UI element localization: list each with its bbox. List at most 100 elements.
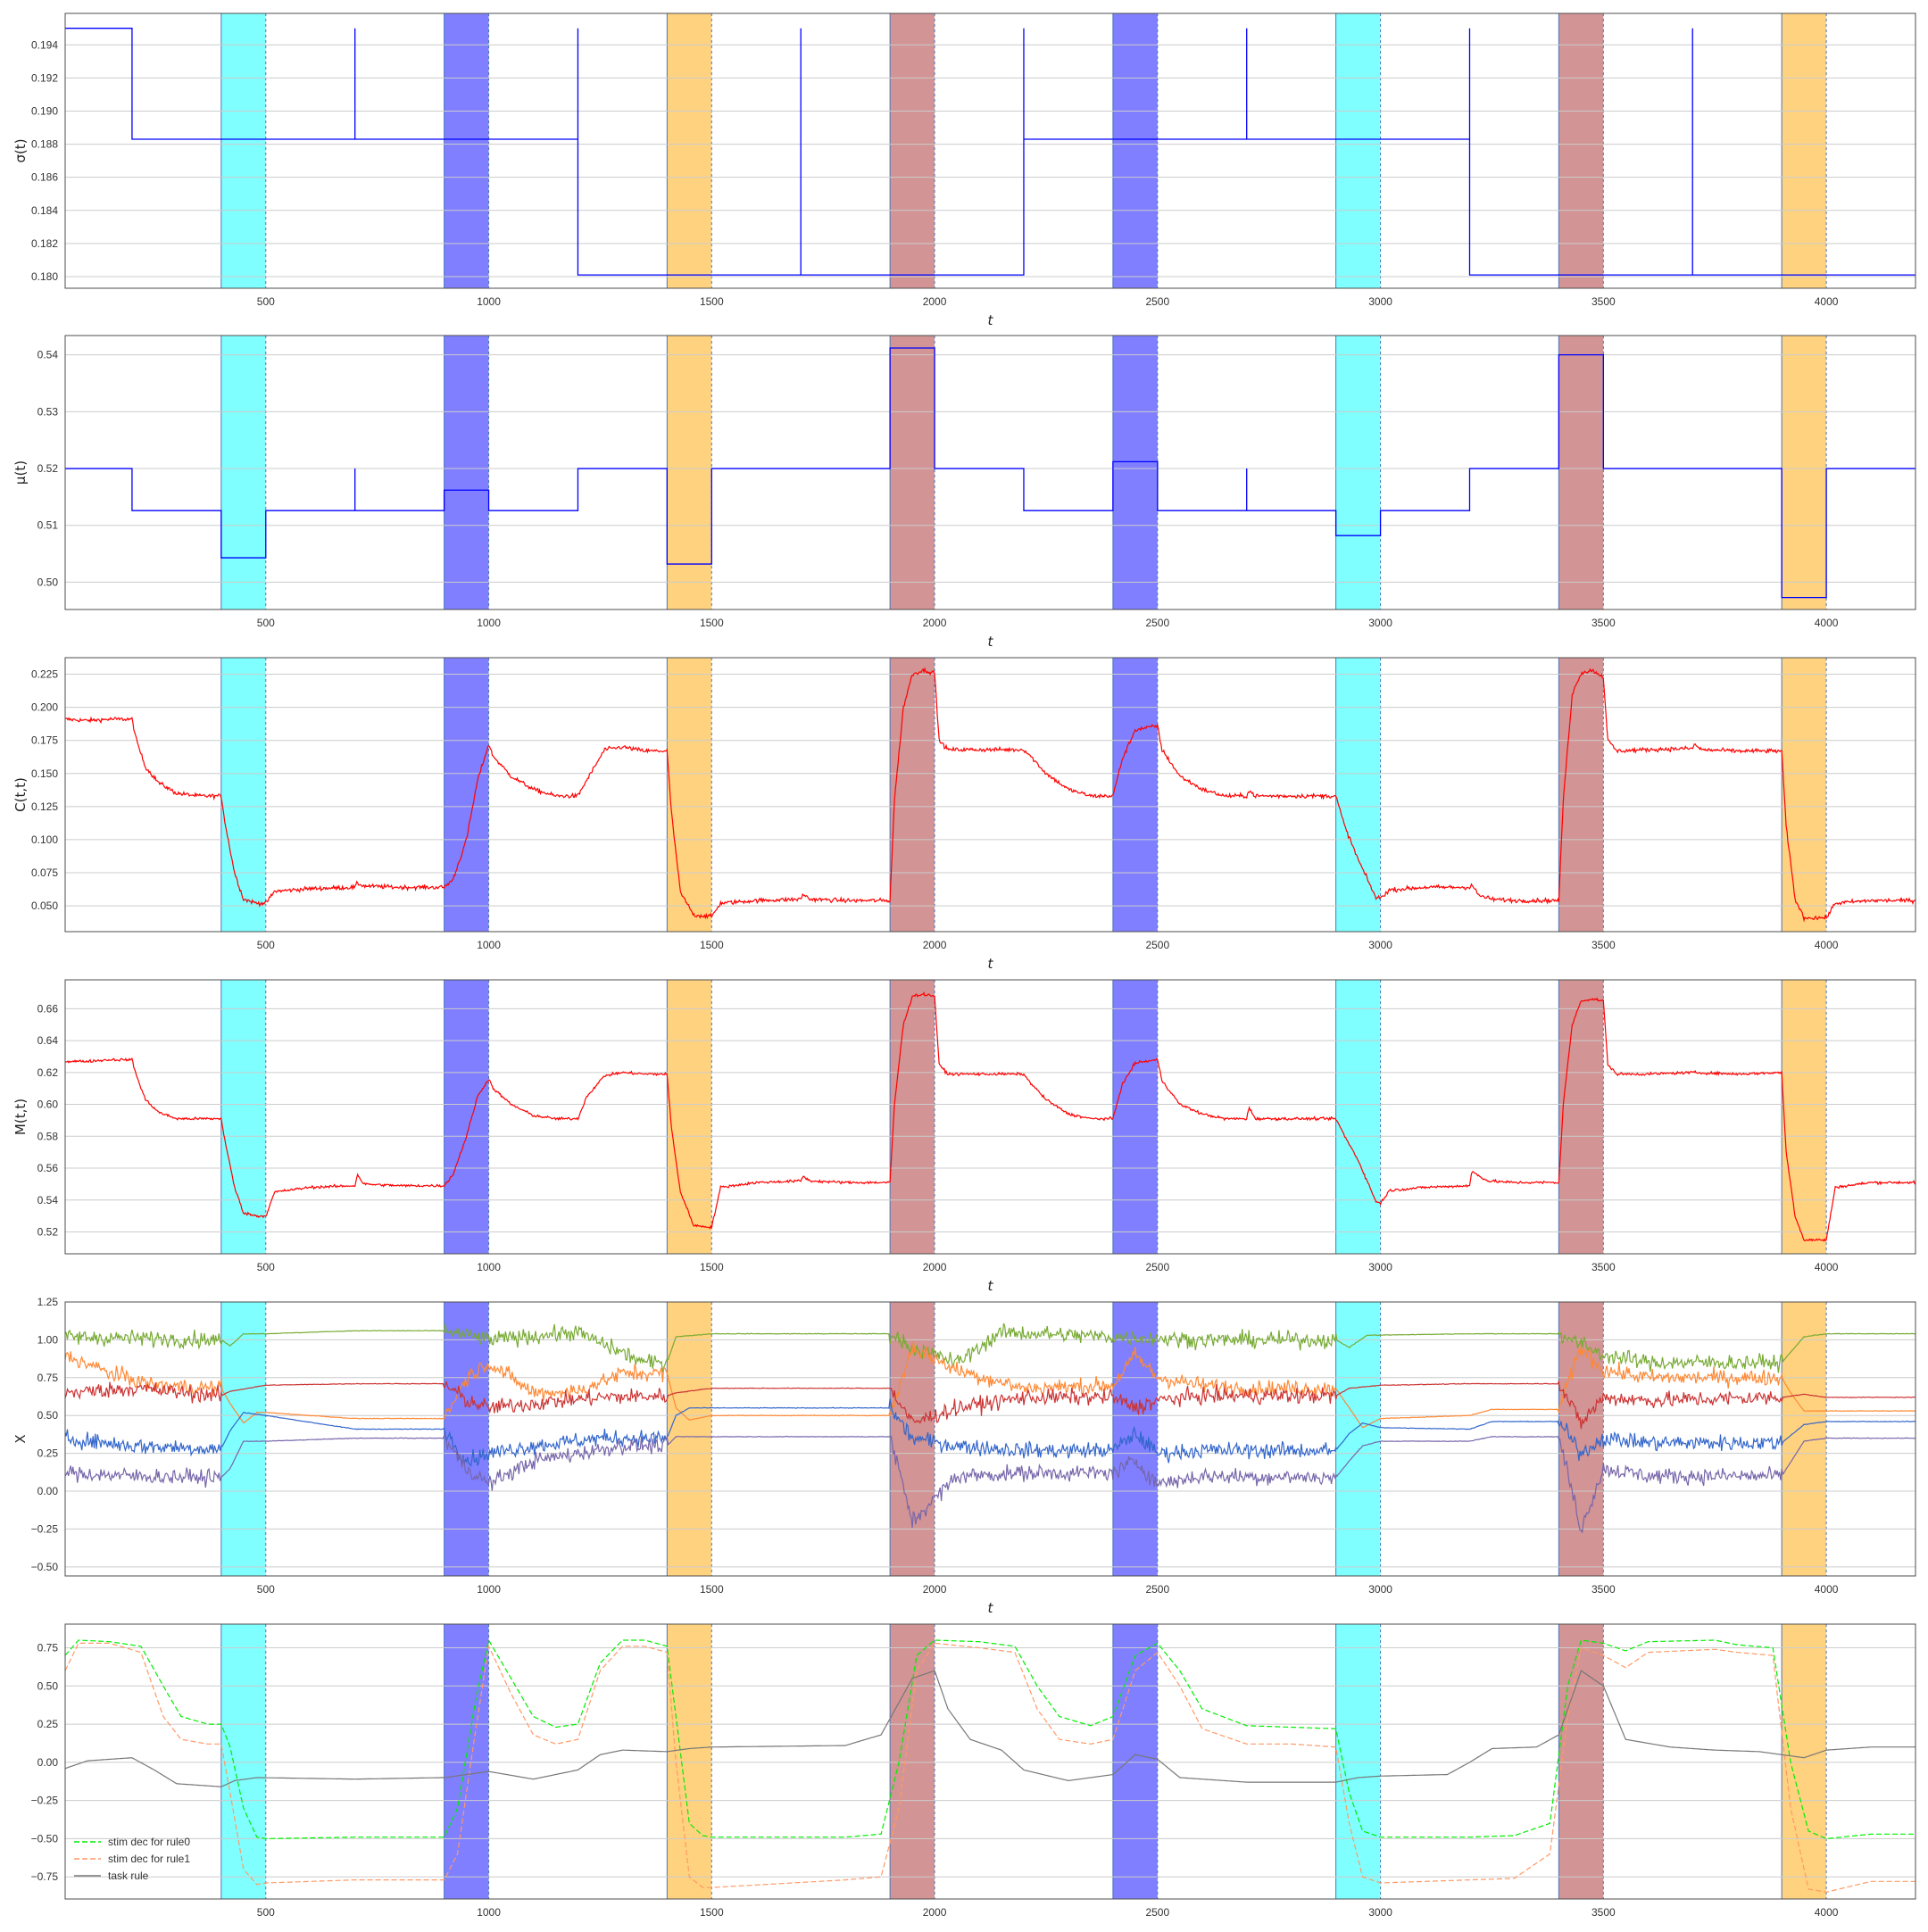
y-tick-label: −0.50 (31, 1561, 59, 1573)
x-tick-label: 4000 (1815, 1583, 1839, 1596)
legend-entry: stim dec for rule1 (108, 1853, 190, 1865)
x-axis-label: t (988, 1600, 994, 1616)
plot-frame (64, 1623, 1916, 1900)
y-tick-label: 0.182 (31, 237, 58, 250)
y-tick-label: 0.53 (37, 405, 59, 418)
y-axis-label: σ(t) (12, 138, 29, 162)
y-tick-label: 0.150 (31, 767, 58, 780)
series-line-3 (65, 1670, 1916, 1787)
highlight-band (1112, 1624, 1158, 1899)
highlight-band (890, 13, 935, 288)
highlight-band (890, 1624, 935, 1899)
series-group (65, 28, 1916, 276)
series-group (65, 667, 1916, 923)
y-tick-label: 0.175 (31, 734, 58, 747)
x-tick-label: 1500 (700, 617, 724, 629)
highlight-band (220, 13, 266, 288)
x-tick-label: 3500 (1591, 939, 1616, 951)
highlight-band (444, 1302, 489, 1576)
highlight-band (1558, 1624, 1604, 1899)
y-tick-label: 0.52 (37, 1226, 59, 1239)
highlight-band (1558, 13, 1604, 288)
y-tick-label: 0.190 (31, 104, 58, 117)
y-tick-label: 0.50 (37, 576, 59, 588)
x-tick-label: 1500 (700, 295, 724, 308)
y-tick-label: 0.58 (37, 1130, 59, 1142)
highlight-band (444, 13, 489, 288)
plot-frame (64, 657, 1916, 933)
x-tick-label: 3500 (1591, 1261, 1616, 1273)
highlight-band (1112, 1302, 1158, 1576)
x-tick-label: 2500 (1145, 295, 1169, 308)
x-tick-label: 3000 (1368, 295, 1392, 308)
y-tick-label: 1.00 (37, 1333, 59, 1346)
y-tick-label: 1.25 (37, 1296, 59, 1308)
x-tick-label: 1000 (477, 295, 501, 308)
x-tick-label: 1500 (700, 1261, 724, 1273)
x-tick-label: 3500 (1591, 295, 1616, 308)
highlight-band (444, 336, 489, 609)
y-tick-label: 0.180 (31, 270, 58, 283)
panel-4: 0.52 0.54 0.56 0.58 0.60 0.62 0.64 0.66 500 1000 1… (12, 979, 1916, 1294)
series-line-5 (65, 1435, 1916, 1533)
highlight-band (1782, 336, 1827, 609)
highlight-band (667, 1624, 712, 1899)
highlight-band (1112, 658, 1158, 932)
x-tick-label: 3500 (1591, 1906, 1616, 1919)
panel-2: 0.50 0.51 0.52 0.53 0.54 500 1000 1500 2000 2500 3… (12, 335, 1916, 650)
highlight-band (444, 980, 489, 1254)
panel-3: 0.050 0.075 0.100 0.125 0.150 0.175 0.200 0.225… (12, 657, 1916, 972)
y-tick-label: 0.188 (31, 138, 58, 151)
x-tick-label: 2000 (923, 617, 947, 629)
series-line-2 (65, 1341, 1916, 1429)
y-tick-label: −0.25 (31, 1522, 59, 1535)
x-tick-label: 2500 (1145, 1583, 1169, 1596)
highlight-band (1335, 336, 1381, 609)
y-tick-label: 0.54 (37, 1194, 59, 1206)
panel-6: −0.75 −0.50 −0.25 0.00 0.25 0.50 0.75 500 1000 15… (31, 1623, 1916, 1919)
y-tick-label: 0.184 (31, 204, 58, 217)
highlight-band (667, 980, 712, 1254)
highlight-band (444, 658, 489, 932)
y-tick-label: 0.075 (31, 866, 58, 879)
y-tick-label: 0.25 (37, 1718, 59, 1730)
plot-frame (64, 1301, 1916, 1577)
x-tick-label: 3000 (1368, 1261, 1392, 1273)
series-line-1 (65, 347, 1916, 599)
x-tick-label: 3000 (1368, 939, 1392, 951)
highlight-band (1112, 980, 1158, 1254)
y-tick-label: 0.050 (31, 900, 58, 912)
x-tick-label: 500 (257, 939, 275, 951)
x-tick-label: 500 (257, 1261, 275, 1273)
highlight-band (1558, 336, 1604, 609)
x-tick-label: 4000 (1815, 617, 1839, 629)
x-tick-label: 2500 (1145, 1261, 1169, 1273)
highlight-band (1782, 658, 1827, 932)
plot-area (65, 13, 1916, 288)
x-tick-label: 1500 (700, 939, 724, 951)
y-tick-label: 0.51 (37, 519, 59, 532)
highlight-band (220, 658, 266, 932)
highlight-band (220, 336, 266, 609)
highlight-band (890, 336, 935, 609)
y-tick-label: −0.50 (31, 1832, 59, 1845)
x-tick-label: 1500 (700, 1906, 724, 1919)
x-tick-label: 1500 (700, 1583, 724, 1596)
y-tick-label: 0.52 (37, 462, 59, 475)
y-tick-label: 0.194 (31, 38, 58, 51)
y-tick-label: 0.225 (31, 668, 58, 681)
y-tick-label: −0.75 (31, 1870, 59, 1883)
x-tick-label: 2000 (923, 939, 947, 951)
highlight-band (667, 658, 712, 932)
highlight-band (667, 336, 712, 609)
highlight-band (890, 658, 935, 932)
series-group (65, 1323, 1916, 1533)
plot-area (65, 980, 1916, 1254)
y-tick-label: 0.75 (37, 1642, 59, 1654)
series-line-1 (65, 28, 1916, 276)
highlight-band (1112, 13, 1158, 288)
series-group (65, 991, 1916, 1242)
panel-1: 0.180 0.182 0.184 0.186 0.188 0.190 0.192 0.194… (12, 12, 1916, 328)
y-tick-label: 0.200 (31, 701, 58, 714)
